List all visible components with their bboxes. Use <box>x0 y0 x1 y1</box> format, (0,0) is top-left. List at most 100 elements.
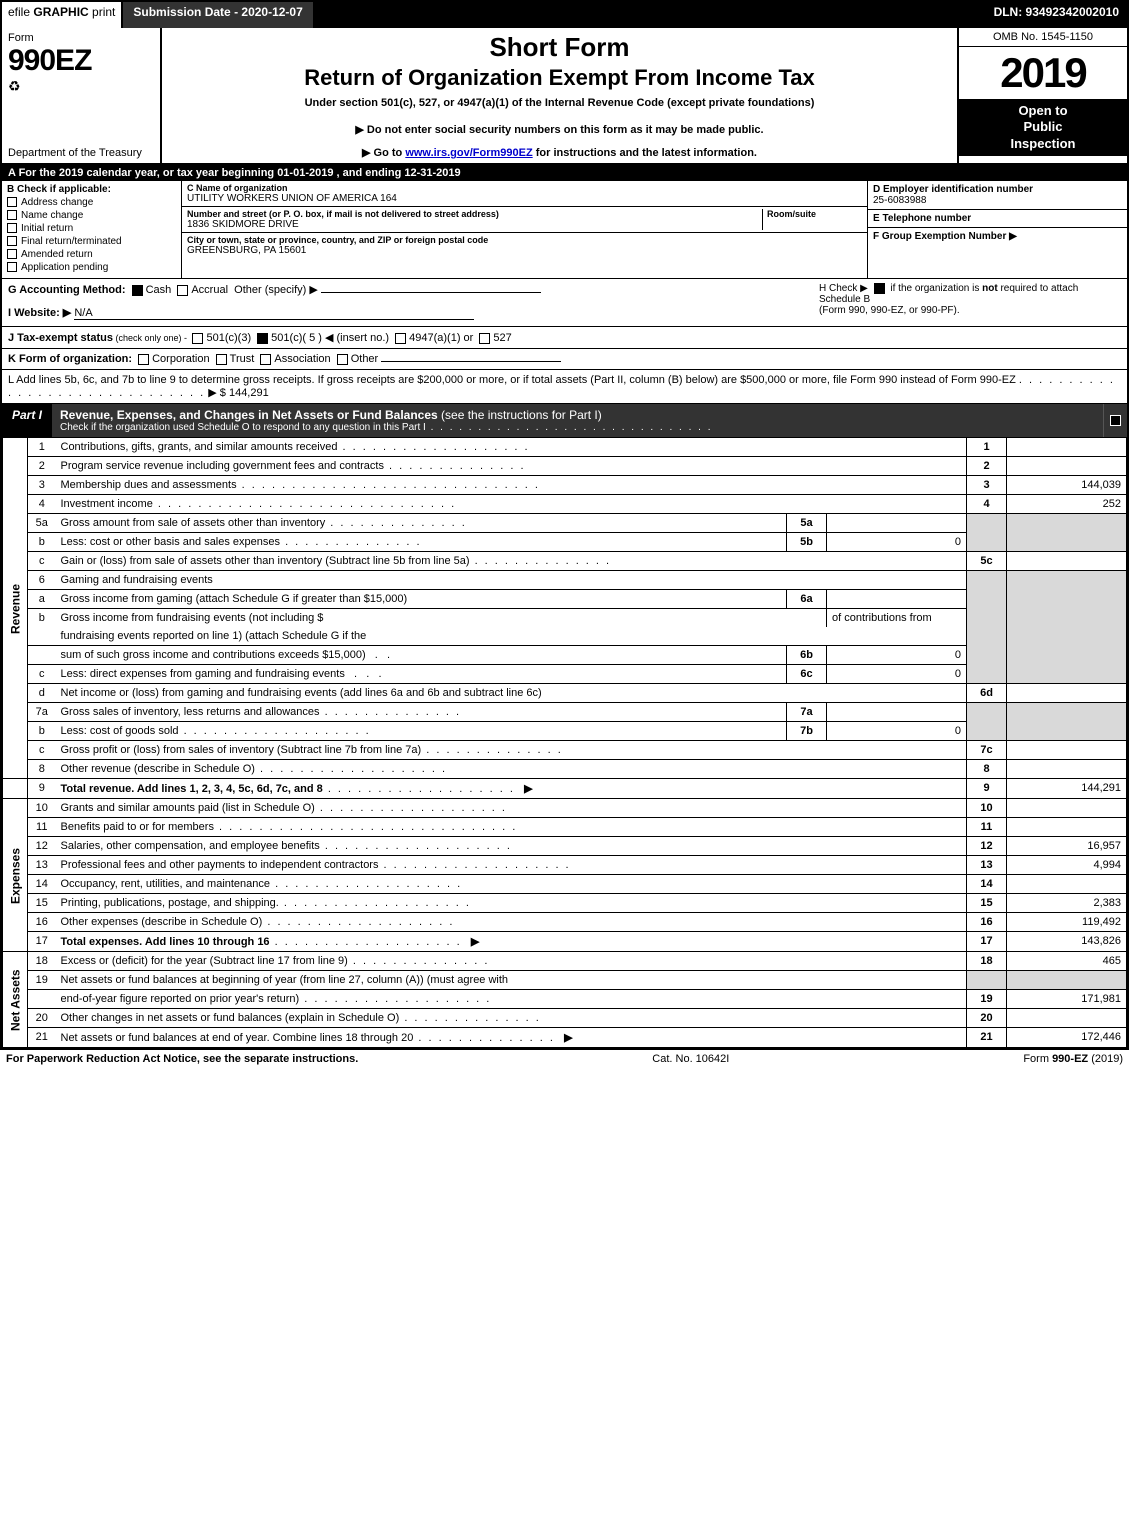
arrow-icon: ▶ <box>471 936 479 948</box>
desc-text: Printing, publications, postage, and shi… <box>61 897 279 909</box>
col-val: 2,383 <box>1007 894 1127 913</box>
chk-name-change[interactable]: Name change <box>7 210 176 221</box>
grey-cell <box>1007 665 1127 684</box>
chk-accrual[interactable] <box>177 285 188 296</box>
line-num: 8 <box>28 760 56 779</box>
other-label: Other (specify) ▶ <box>234 284 318 296</box>
line-desc: Net assets or fund balances at beginning… <box>56 971 967 990</box>
line-num: 9 <box>28 779 56 799</box>
c-name-label: C Name of organization <box>187 183 862 193</box>
row-21: 21 Net assets or fund balances at end of… <box>3 1028 1127 1048</box>
part-i-title-block: Revenue, Expenses, and Changes in Net As… <box>52 404 1103 437</box>
inspect-l3: Inspection <box>1010 136 1075 151</box>
chk-501c[interactable] <box>257 333 268 344</box>
line-desc: Less: cost or other basis and sales expe… <box>56 533 787 552</box>
c-street-row: Number and street (or P. O. box, if mail… <box>182 207 867 233</box>
desc-text: Excess or (deficit) for the year (Subtra… <box>61 955 348 967</box>
efile-graphic-print[interactable]: efile GRAPHIC print <box>2 2 123 28</box>
dots-icon <box>320 840 512 852</box>
chk-initial-return[interactable]: Initial return <box>7 223 176 234</box>
row-7c: c Gross profit or (loss) from sales of i… <box>3 741 1127 760</box>
col-val: 16,957 <box>1007 837 1127 856</box>
col-val <box>1007 684 1127 703</box>
chk-schedule-b[interactable] <box>874 283 885 294</box>
row-6b-3: sum of such gross income and contributio… <box>3 646 1127 665</box>
line-desc: Other revenue (describe in Schedule O) <box>56 760 967 779</box>
vlabel-expenses: Expenses <box>3 799 28 952</box>
j-o2: 501(c)( 5 ) ◀ (insert no.) <box>271 332 389 344</box>
line-num: c <box>28 741 56 760</box>
recycle-icon: ♻ <box>8 78 154 95</box>
chk-cash[interactable] <box>132 285 143 296</box>
chk-label: Final return/terminated <box>21 236 122 247</box>
box-f: F Group Exemption Number ▶ <box>868 228 1127 245</box>
chk-label: Application pending <box>21 262 108 273</box>
desc-text: Less: cost of goods sold <box>61 725 179 737</box>
inbox-lbl: 7a <box>787 703 827 722</box>
chk-corporation[interactable] <box>138 354 149 365</box>
chk-application-pending[interactable]: Application pending <box>7 262 176 273</box>
dots-icon <box>399 1012 541 1024</box>
goto-post: for instructions and the latest informat… <box>533 147 757 159</box>
c-name-row: C Name of organization UTILITY WORKERS U… <box>182 181 867 207</box>
topbar: efile GRAPHIC print Submission Date - 20… <box>2 2 1127 28</box>
part-i-header: Part I Revenue, Expenses, and Changes in… <box>2 404 1127 437</box>
chk-other[interactable] <box>337 354 348 365</box>
col-lbl: 5c <box>967 552 1007 571</box>
dots-icon <box>315 802 507 814</box>
footer-right: Form 990-EZ (2019) <box>1023 1053 1123 1065</box>
desc-text: sum of such gross income and contributio… <box>61 649 366 661</box>
line-desc: Professional fees and other payments to … <box>56 856 967 875</box>
col-val: 144,039 <box>1007 476 1127 495</box>
chk-label: Address change <box>21 197 93 208</box>
box-e: E Telephone number <box>868 210 1127 228</box>
line-desc: Other changes in net assets or fund bala… <box>56 1009 967 1028</box>
dots-icon <box>153 498 456 510</box>
line-num <box>28 990 56 1009</box>
col-lbl: 12 <box>967 837 1007 856</box>
row-18: Net Assets 18 Excess or (deficit) for th… <box>3 952 1127 971</box>
line-desc: end-of-year figure reported on prior yea… <box>56 990 967 1009</box>
col-val: 171,981 <box>1007 990 1127 1009</box>
line-num: a <box>28 590 56 609</box>
chk-amended-return[interactable]: Amended return <box>7 249 176 260</box>
i-label: I Website: ▶ <box>8 307 71 319</box>
col-lbl: 7c <box>967 741 1007 760</box>
h-not: not <box>982 283 998 294</box>
ein-value: 25-6083988 <box>873 195 926 206</box>
col-val <box>1007 438 1127 457</box>
line-desc: Gain or (loss) from sale of assets other… <box>56 552 967 571</box>
part-i-paren: (see the instructions for Part I) <box>438 408 602 422</box>
grey-cell <box>967 514 1007 533</box>
line-a-tax-year: A For the 2019 calendar year, or tax yea… <box>2 165 1127 181</box>
vlabel-revenue: Revenue <box>3 438 28 779</box>
goto-link[interactable]: www.irs.gov/Form990EZ <box>405 147 532 159</box>
j-o3: 4947(a)(1) or <box>409 332 473 344</box>
cash-label: Cash <box>146 284 172 296</box>
grey-cell <box>967 665 1007 684</box>
grey-cell <box>967 609 1007 628</box>
chk-501c3[interactable] <box>192 333 203 344</box>
line-desc: fundraising events reported on line 1) (… <box>56 627 967 646</box>
dots-icon <box>279 897 471 909</box>
grey-cell <box>1007 609 1127 628</box>
line-j: J Tax-exempt status (check only one) - 5… <box>2 327 1127 349</box>
other-specify-line[interactable] <box>321 292 541 293</box>
chk-trust[interactable] <box>216 354 227 365</box>
col-lbl: 13 <box>967 856 1007 875</box>
col-val <box>1007 1009 1127 1028</box>
desc-text: Gross amount from sale of assets other t… <box>61 517 326 529</box>
chk-4947[interactable] <box>395 333 406 344</box>
line-num: 12 <box>28 837 56 856</box>
chk-final-return[interactable]: Final return/terminated <box>7 236 176 247</box>
line-desc: Salaries, other compensation, and employ… <box>56 837 967 856</box>
row-14: 14 Occupancy, rent, utilities, and maint… <box>3 875 1127 894</box>
k-other-line[interactable] <box>381 361 561 362</box>
col-lbl: 8 <box>967 760 1007 779</box>
chk-association[interactable] <box>260 354 271 365</box>
line-num: 5a <box>28 514 56 533</box>
col-val: 172,446 <box>1007 1028 1127 1048</box>
part-i-schedule-o-check[interactable] <box>1103 404 1127 437</box>
chk-address-change[interactable]: Address change <box>7 197 176 208</box>
chk-527[interactable] <box>479 333 490 344</box>
